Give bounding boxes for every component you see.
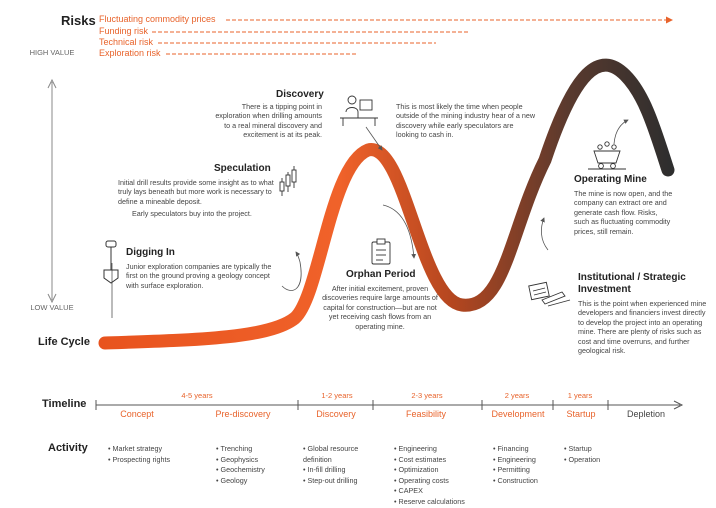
activity-item: Geochemistry (216, 465, 296, 476)
stage-desc-speculation-2: Early speculators buy into the project. (132, 209, 252, 218)
stage-title-speculation: Speculation (214, 163, 271, 174)
stage-desc-speculation: Initial drill results provide some insig… (118, 178, 274, 206)
timeline-arrowhead (673, 400, 684, 410)
years-development: 2 years (504, 391, 530, 400)
activity-item: Market strategy (108, 444, 203, 455)
desk-worker-icon (340, 95, 378, 126)
life-cycle-label: Life Cycle (38, 336, 90, 348)
stage-title-orphan-period: Orphan Period (346, 269, 416, 280)
stage-desc-discovery: There is a tipping point in exploration … (215, 102, 322, 140)
activity-list-development: Financing Engineering Permitting Constru… (493, 444, 563, 486)
activity-item: Cost estimates (394, 455, 484, 466)
high-value-label: HIGH VALUE (29, 48, 75, 57)
connector-operating (613, 119, 629, 145)
connector-speculation (281, 251, 302, 291)
contract-signing-icon (528, 281, 571, 307)
mine-cart-icon (588, 141, 626, 170)
activity-item: Optimization (394, 465, 484, 476)
activity-item: Prospecting rights (108, 455, 203, 466)
activity-item: Trenching (216, 444, 296, 455)
stage-title-discovery: Discovery (276, 89, 324, 100)
connector-orphan (382, 204, 417, 259)
years-startup: 1 years (567, 391, 593, 400)
connector-discovery (365, 126, 383, 151)
activity-item: Permitting (493, 465, 563, 476)
stage-title-digging-in: Digging In (126, 247, 175, 258)
activity-list-discovery: Global resource definition In-fill drill… (303, 444, 375, 486)
activity-item: Geology (216, 476, 296, 487)
activity-list-concept: Market strategy Prospecting rights (108, 444, 203, 465)
activity-item: Startup (564, 444, 624, 455)
risks-title: Risks (61, 13, 96, 28)
phase-startup: Startup (566, 409, 596, 419)
phase-pre-discovery: Pre-discovery (215, 409, 271, 419)
shovel-icon (103, 240, 119, 284)
activity-list-feasibility: Engineering Cost estimates Optimization … (394, 444, 484, 508)
phase-feasibility: Feasibility (405, 409, 446, 419)
activity-item: Financing (493, 444, 563, 455)
activity-item: Reserve calculations (394, 497, 484, 508)
years-feasibility: 2-3 years (411, 391, 443, 400)
lifecycle-curve (98, 58, 675, 350)
activity-list-startup: Startup Operation (564, 444, 624, 465)
stage-desc-discovery-right: This is most likely the time when people… (396, 102, 536, 140)
risk-funding: Funding risk (99, 26, 149, 36)
phase-development: Development (491, 409, 545, 419)
activity-item: Step-out drilling (303, 476, 375, 487)
stage-desc-operating-mine: The mine is now open, and the company ca… (574, 189, 673, 236)
phase-depletion: Depletion (626, 409, 666, 419)
timeline-ticks (95, 400, 609, 410)
stage-desc-orphan-period: After initial excitement, proven discove… (322, 284, 438, 331)
activity-item: Engineering (394, 444, 484, 455)
timeline-title: Timeline (42, 398, 87, 410)
activity-item: Construction (493, 476, 563, 487)
stage-title-institutional-investment: Institutional / Strategic Investment (578, 272, 686, 295)
phase-discovery: Discovery (316, 409, 356, 419)
years-concept: 4-5 years (181, 391, 213, 400)
risk-technical: Technical risk (99, 37, 154, 47)
activity-item: In-fill drilling (303, 465, 375, 476)
activity-title: Activity (48, 442, 88, 454)
activity-item: Operating costs (394, 476, 484, 487)
years-discovery: 1-2 years (321, 391, 353, 400)
risk-exploration: Exploration risk (99, 48, 161, 58)
stage-desc-digging-in: Junior exploration companies are typical… (126, 262, 272, 290)
clipboard-icon (371, 238, 391, 265)
candlestick-chart-icon (279, 166, 297, 196)
activity-item: CAPEX (394, 486, 484, 497)
low-value-label: LOW VALUE (30, 303, 74, 312)
stage-title-operating-mine: Operating Mine (574, 174, 647, 185)
activity-item: Geophysics (216, 455, 296, 466)
connector-institutional (540, 217, 549, 251)
stage-desc-institutional-investment: This is the point when experienced mine … (578, 299, 707, 356)
activity-item: Operation (564, 455, 624, 466)
activity-item: Global resource definition (303, 444, 375, 465)
activity-item: Engineering (493, 455, 563, 466)
phase-concept: Concept (120, 409, 154, 419)
value-axis-arrow-down (47, 293, 57, 304)
activity-list-pre-discovery: Trenching Geophysics Geochemistry Geolog… (216, 444, 296, 486)
risk-commodity-prices: Fluctuating commodity prices (99, 14, 216, 24)
value-axis-arrow-up (47, 78, 57, 89)
